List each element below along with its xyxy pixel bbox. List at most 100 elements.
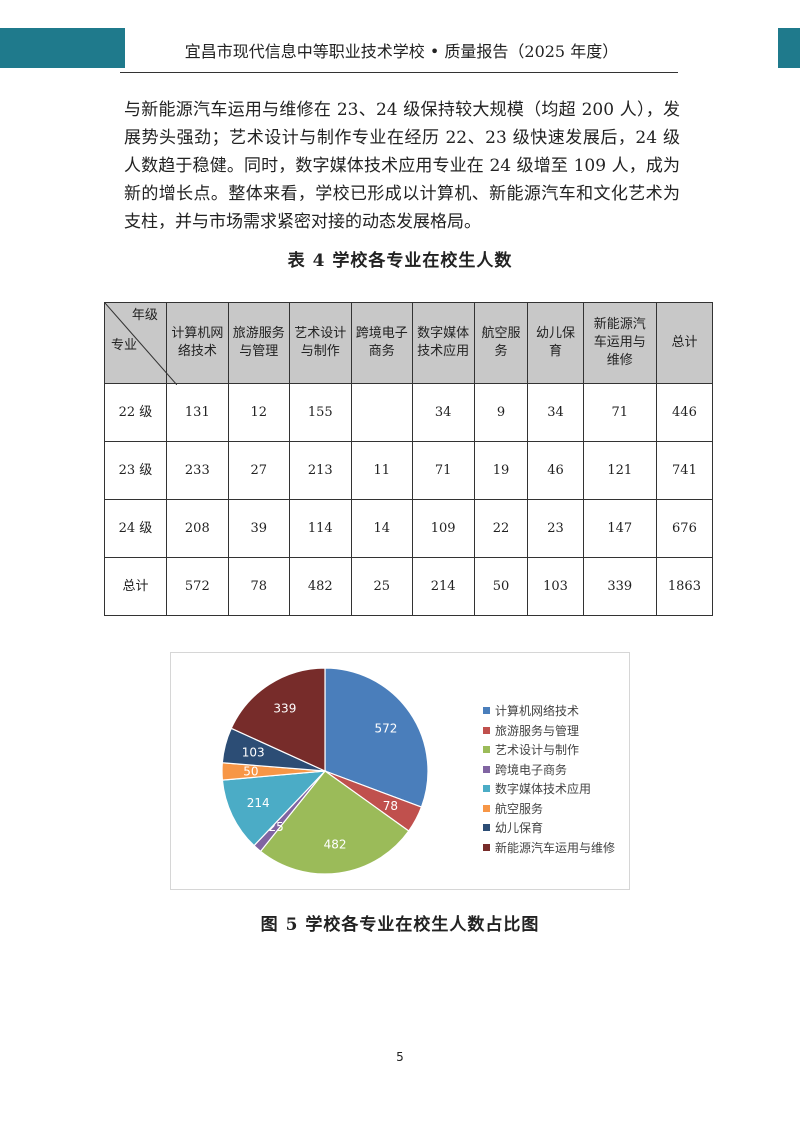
table-cell: 78	[227, 557, 290, 616]
column-header: 计算机网络技术	[165, 302, 229, 384]
table-row: 22 级 131 12 155 34 9 34 71 446	[104, 383, 714, 442]
data-label: 78	[383, 799, 398, 813]
table-cell: 741	[655, 441, 714, 500]
row-label: 22 级	[104, 383, 167, 442]
legend-swatch	[483, 804, 490, 812]
table-cell: 121	[582, 441, 657, 500]
legend-swatch	[483, 843, 490, 851]
row-label: 总计	[104, 557, 167, 616]
table-cell: 71	[582, 383, 657, 442]
corner-grade-label: 年级	[131, 308, 158, 323]
page-number: 5	[396, 1050, 404, 1064]
legend-swatch	[483, 746, 490, 754]
header-title: 宜昌市现代信息中等职业技术学校 • 质量报告（2025 年度）	[184, 42, 619, 61]
pie-slice	[324, 667, 429, 808]
legend-item: 跨境电子商务	[483, 760, 615, 780]
table-cell: 109	[411, 499, 475, 558]
legend-label: 艺术设计与制作	[495, 743, 580, 758]
column-header: 总计	[655, 302, 714, 384]
pie-slice	[230, 667, 326, 772]
legend-swatch	[483, 707, 490, 715]
legend-label: 航空服务	[495, 801, 544, 816]
table-cell: 114	[288, 499, 352, 558]
table-cell: 103	[527, 557, 584, 616]
body-paragraph: 与新能源汽车运用与维修在 23、24 级保持较大规模（均超 200 人），发展势…	[124, 96, 680, 236]
table-cell: 131	[165, 383, 229, 442]
legend-label: 跨境电子商务	[495, 762, 568, 777]
enrollment-table: 年级 专业 计算机网络技术 旅游服务与管理 艺术设计与制作 跨境电子商务 数字媒体技术应…	[104, 302, 714, 616]
table-cell: 9	[473, 383, 529, 442]
table-caption: 表 4 学校各专业在校生人数	[287, 251, 513, 271]
legend-swatch	[483, 726, 490, 734]
corner-header: 年级 专业	[104, 302, 177, 385]
column-header: 幼儿保育	[527, 302, 584, 384]
table-cell: 572	[165, 557, 229, 616]
chart-legend: 计算机网络技术旅游服务与管理艺术设计与制作 跨境电子商务数字媒体技术应用 航空服务幼…	[483, 701, 615, 857]
table-cell: 446	[655, 383, 714, 442]
column-header: 新能源汽车运用与维修	[582, 302, 657, 384]
column-header: 旅游服务与管理	[227, 302, 290, 384]
legend-swatch	[483, 824, 490, 832]
data-label: 572	[374, 722, 397, 736]
table-cell: 34	[411, 383, 475, 442]
column-header: 跨境电子商务	[350, 302, 413, 384]
legend-item: 旅游服务与管理	[483, 721, 615, 741]
figure-caption: 图 5 学校各专业在校生人数占比图	[260, 915, 540, 935]
legend-swatch	[483, 785, 490, 793]
legend-item: 幼儿保育	[483, 818, 615, 838]
legend-label: 计算机网络技术	[495, 704, 580, 719]
legend-item: 新能源汽车运用与维修	[483, 838, 615, 858]
table-cell: 46	[527, 441, 584, 500]
table-cell: 213	[288, 441, 352, 500]
table-cell: 14	[350, 499, 413, 558]
table-cell: 233	[165, 441, 229, 500]
table-row: 23 级 233 27 213 11 71 19 46 121 741	[104, 441, 714, 500]
table-cell: 1863	[655, 557, 714, 616]
column-header: 数字媒体技术应用	[411, 302, 475, 384]
table-cell	[350, 383, 413, 442]
row-label: 24 级	[104, 499, 167, 558]
table-cell: 19	[473, 441, 529, 500]
table-cell: 482	[288, 557, 352, 616]
table-cell: 676	[655, 499, 714, 558]
legend-swatch	[483, 765, 490, 773]
pie-slice	[259, 770, 410, 875]
legend-label: 幼儿保育	[495, 821, 544, 836]
table-cell: 208	[165, 499, 229, 558]
table-cell: 23	[527, 499, 584, 558]
table-cell: 25	[350, 557, 413, 616]
row-label: 23 级	[104, 441, 167, 500]
data-label: 103	[242, 745, 265, 759]
data-label: 339	[273, 702, 296, 716]
data-label: 482	[324, 837, 347, 851]
table-cell: 214	[411, 557, 475, 616]
header-accent-right	[778, 28, 800, 68]
table-cell: 339	[582, 557, 657, 616]
data-label: 50	[243, 764, 258, 778]
legend-label: 新能源汽车运用与维修	[495, 840, 616, 855]
paragraph-text: 与新能源汽车运用与维修在 23、24 级保持较大规模（均超 200 人），发展势…	[124, 100, 680, 232]
table-row: 24 级 208 39 114 14 109 22 23 147 676	[104, 499, 714, 558]
legend-item: 数字媒体技术应用	[483, 779, 615, 799]
pie-slice	[221, 770, 327, 847]
legend-item: 航空服务	[483, 799, 615, 819]
corner-major-label: 专业	[111, 338, 138, 353]
table-cell: 34	[527, 383, 584, 442]
header-accent-left	[0, 28, 125, 68]
table-cell: 11	[350, 441, 413, 500]
table-row: 总计 572 78 482 25 214 50 103 339 1863	[104, 557, 714, 616]
legend-item: 艺术设计与制作	[483, 740, 615, 760]
table-cell: 71	[411, 441, 475, 500]
table-cell: 50	[473, 557, 529, 616]
legend-label: 数字媒体技术应用	[495, 782, 592, 797]
column-header: 艺术设计与制作	[288, 302, 352, 384]
data-label: 214	[247, 796, 270, 810]
pie-chart: 572 78 482 25 214 50 103 339 计算机网络技术 旅游服务与管理 艺术设计…	[170, 652, 630, 890]
table-cell: 147	[582, 499, 657, 558]
table-cell: 27	[227, 441, 290, 500]
column-header: 航空服务	[473, 302, 529, 384]
table-cell: 155	[288, 383, 352, 442]
table-cell: 22	[473, 499, 529, 558]
table-cell: 12	[227, 383, 290, 442]
